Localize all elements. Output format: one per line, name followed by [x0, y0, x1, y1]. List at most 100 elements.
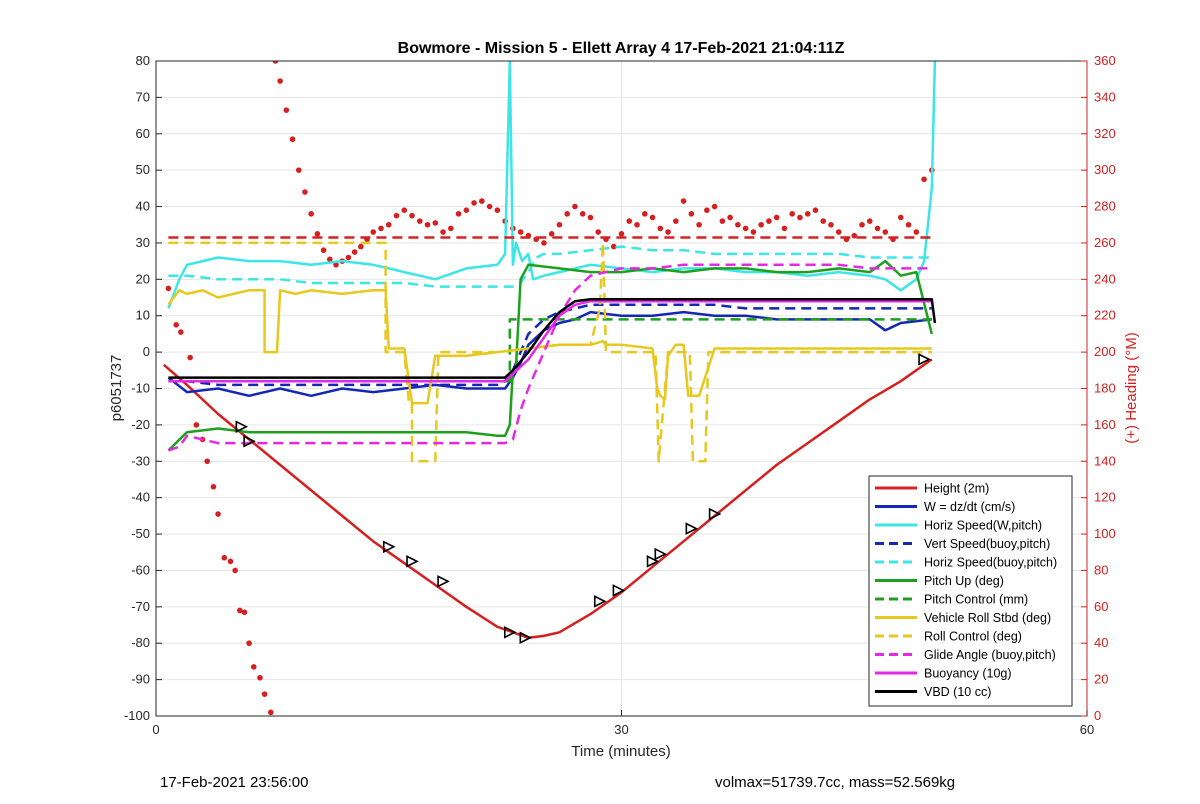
heading-point: [173, 322, 179, 328]
y2-tick-label: 280: [1094, 199, 1116, 214]
y-tick-label: -90: [131, 672, 150, 687]
heading-point: [704, 207, 710, 213]
triangle-marker: [503, 626, 517, 639]
heading-point: [370, 229, 377, 235]
heading-point: [221, 554, 228, 561]
triangle-marker: [406, 555, 419, 568]
y2-tick-label: 320: [1094, 126, 1116, 141]
heading-point: [766, 218, 772, 224]
y2-tick-label: 60: [1094, 599, 1108, 614]
heading-point: [882, 229, 889, 235]
heading-point: [232, 567, 238, 574]
legend-label: VBD (10 cc): [924, 685, 991, 699]
heading-point: [758, 221, 764, 228]
y-axis-label: p6051737: [108, 355, 125, 422]
y-tick-label: -100: [124, 708, 150, 723]
heading-point: [261, 691, 268, 697]
heading-point: [905, 221, 912, 228]
heading-point: [440, 229, 446, 235]
triangle-marker: [593, 595, 607, 608]
heading-point: [742, 225, 749, 232]
y2-tick-label: 240: [1094, 271, 1116, 286]
heading-point: [246, 640, 252, 647]
y2-tick-label: 40: [1094, 635, 1108, 650]
heading-point: [448, 225, 454, 232]
y-tick-label: -40: [131, 490, 150, 505]
heading-point: [727, 214, 733, 221]
y-tick-label: -60: [131, 562, 150, 577]
legend-label: W = dz/dt (cm/s): [924, 500, 1015, 514]
triangle-marker: [243, 434, 256, 448]
heading-point: [463, 207, 470, 213]
legend-box: [868, 475, 1073, 707]
heading-point: [302, 189, 308, 195]
y2-tick-label: 300: [1094, 162, 1116, 177]
heading-point: [333, 261, 339, 268]
heading-point: [719, 218, 726, 224]
markers-layer: [235, 353, 931, 645]
heading-point: [626, 218, 633, 224]
heading-point: [204, 458, 211, 465]
heading-point: [455, 211, 462, 217]
heading-point: [432, 220, 439, 226]
y2-tick-label: 140: [1094, 453, 1116, 468]
series-vbd-10-cc: [168, 298, 937, 379]
heading-point: [385, 221, 392, 228]
y2-tick-label: 160: [1094, 417, 1116, 432]
y2-tick-label: 80: [1094, 562, 1108, 577]
y2-tick-label: 360: [1094, 53, 1116, 68]
legend-label: Glide Angle (buoy,pitch): [924, 648, 1056, 662]
y-tick-label: -30: [131, 453, 150, 468]
heading-point: [345, 254, 352, 261]
heading-point: [548, 231, 555, 237]
y-tick-label: -50: [131, 526, 150, 541]
y2-tick-label: 180: [1094, 381, 1116, 396]
heading-point: [471, 200, 477, 206]
legend-label: Pitch Control (mm): [924, 593, 1028, 607]
footer-volmax-mass: volmax=51739.7cc, mass=52.569kg: [715, 774, 956, 791]
triangle-marker: [612, 584, 626, 597]
y-tick-label: 20: [136, 271, 150, 286]
heading-point: [673, 218, 679, 224]
series-horiz-speed-buoy-pitch: [168, 245, 932, 288]
heading-point: [789, 211, 795, 217]
heading-point: [913, 229, 920, 235]
heading-point: [851, 232, 858, 239]
heading-point: [804, 211, 811, 217]
heading-point: [236, 607, 243, 614]
heading-point: [680, 198, 687, 204]
y2-tick-label: 200: [1094, 344, 1116, 359]
legend-label: Vert Speed(buoy,pitch): [924, 537, 1050, 551]
heading-point: [378, 225, 384, 232]
heading-point: [657, 225, 664, 232]
heading-point: [283, 107, 290, 113]
heading-point: [393, 212, 400, 219]
heading-point: [215, 511, 221, 517]
y-tick-label: -20: [131, 417, 150, 432]
heading-point: [828, 221, 834, 228]
legend-label: Height (2m): [924, 482, 989, 496]
y2-tick-label: 260: [1094, 235, 1116, 250]
heading-point: [874, 225, 881, 232]
heading-point: [665, 229, 671, 235]
series-height-2m: [162, 358, 933, 640]
legend-label: Roll Control (deg): [924, 630, 1022, 644]
y-tick-label: -10: [131, 381, 150, 396]
heading-point: [308, 211, 314, 217]
y2-tick-label: 0: [1094, 708, 1101, 723]
triangle-marker: [382, 540, 396, 554]
heading-point: [227, 558, 234, 565]
heading-point: [859, 221, 865, 228]
series-horiz-speed-w-pitch: [167, 61, 937, 309]
heading-point: [517, 229, 524, 235]
heading-point: [486, 203, 493, 210]
heading-point: [479, 198, 485, 204]
heading-point: [773, 214, 780, 221]
y2-tick-label: 20: [1094, 672, 1108, 687]
heading-point: [556, 221, 563, 228]
x-axis-label: Time (minutes): [571, 743, 670, 760]
series-buoyancy-10g: [168, 299, 932, 383]
heading-point: [250, 664, 257, 670]
y-tick-label: 50: [136, 162, 150, 177]
triangle-marker: [918, 353, 931, 366]
